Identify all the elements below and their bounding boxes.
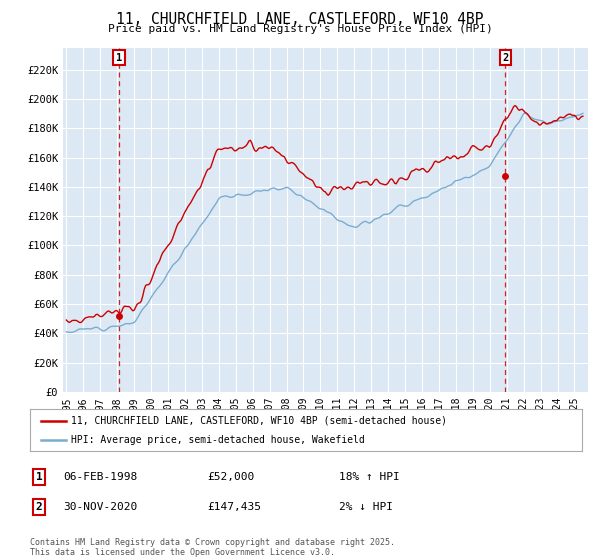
Text: 1: 1 bbox=[116, 53, 122, 63]
Text: 2: 2 bbox=[35, 502, 43, 512]
Text: 30-NOV-2020: 30-NOV-2020 bbox=[63, 502, 137, 512]
Text: 11, CHURCHFIELD LANE, CASTLEFORD, WF10 4BP: 11, CHURCHFIELD LANE, CASTLEFORD, WF10 4… bbox=[116, 12, 484, 27]
Text: 1: 1 bbox=[35, 472, 43, 482]
Text: 06-FEB-1998: 06-FEB-1998 bbox=[63, 472, 137, 482]
Text: HPI: Average price, semi-detached house, Wakefield: HPI: Average price, semi-detached house,… bbox=[71, 435, 365, 445]
Text: Price paid vs. HM Land Registry's House Price Index (HPI): Price paid vs. HM Land Registry's House … bbox=[107, 24, 493, 34]
Text: £52,000: £52,000 bbox=[207, 472, 254, 482]
Text: £147,435: £147,435 bbox=[207, 502, 261, 512]
Text: Contains HM Land Registry data © Crown copyright and database right 2025.
This d: Contains HM Land Registry data © Crown c… bbox=[30, 538, 395, 557]
Text: 18% ↑ HPI: 18% ↑ HPI bbox=[339, 472, 400, 482]
Text: 2% ↓ HPI: 2% ↓ HPI bbox=[339, 502, 393, 512]
Text: 11, CHURCHFIELD LANE, CASTLEFORD, WF10 4BP (semi-detached house): 11, CHURCHFIELD LANE, CASTLEFORD, WF10 4… bbox=[71, 416, 448, 426]
Text: 2: 2 bbox=[502, 53, 508, 63]
